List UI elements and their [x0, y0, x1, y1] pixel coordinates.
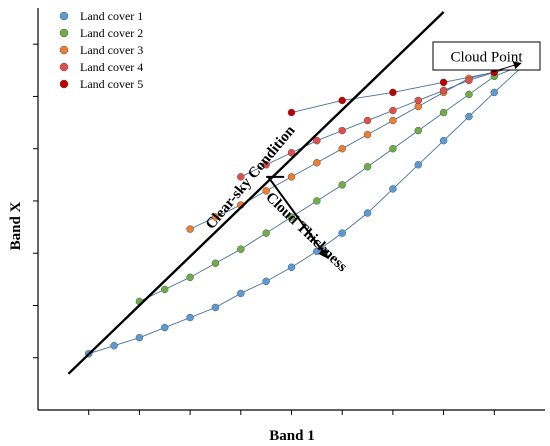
data-point-series-2	[186, 273, 194, 282]
data-point-series-1	[237, 289, 245, 298]
data-point-series-3	[338, 144, 346, 153]
legend-marker	[59, 11, 69, 21]
data-point-series-4	[439, 86, 448, 95]
data-point-series-3	[313, 159, 321, 167]
data-point-series-1	[262, 277, 270, 286]
cloud-thickness-label: Cloud Thickness	[262, 189, 350, 275]
cloud-thickness-arrow	[267, 176, 329, 259]
legend-marker	[59, 62, 69, 72]
cloud-point-callout-label: Cloud Point	[450, 50, 523, 66]
data-point-series-5	[287, 108, 296, 117]
data-point-series-4	[313, 136, 321, 145]
series-lines	[88, 63, 526, 355]
data-point-series-1	[389, 185, 397, 193]
data-point-series-4	[465, 76, 473, 85]
axis-ticks	[33, 43, 495, 415]
data-point-series-3	[389, 116, 397, 125]
legend-label: Land cover 1	[80, 9, 143, 23]
data-point-series-1	[186, 313, 194, 322]
legend-label: Land cover 2	[80, 26, 143, 40]
data-point-series-4	[287, 149, 296, 157]
data-point-series-2	[287, 213, 296, 221]
data-point-series-5	[338, 96, 346, 105]
clear-sky-line	[67, 11, 445, 375]
data-point-series-1	[287, 263, 296, 271]
data-point-series-2	[237, 245, 245, 253]
legend-marker	[59, 45, 69, 55]
data-point-series-3	[186, 225, 194, 233]
series-points	[84, 68, 498, 358]
data-point-series-1	[490, 88, 498, 97]
data-point-series-2	[262, 229, 270, 237]
legend-label: Land cover 4	[80, 60, 143, 74]
data-point-series-4	[262, 161, 270, 169]
y-axis-title: Band X	[8, 201, 24, 250]
data-point-series-1	[161, 323, 169, 332]
data-point-series-1	[338, 229, 346, 237]
series-line-4	[240, 63, 525, 178]
legend-marker	[59, 28, 69, 38]
data-point-series-3	[363, 130, 372, 139]
series-line-2	[139, 63, 525, 302]
data-point-series-2	[465, 90, 473, 99]
data-point-series-4	[414, 96, 422, 105]
data-point-series-2	[439, 108, 448, 117]
series-line-1	[88, 63, 526, 355]
series-line-5	[291, 63, 525, 113]
data-point-series-4	[237, 173, 245, 181]
data-point-series-1	[414, 161, 422, 169]
cloud-point-callout-box	[432, 41, 541, 71]
data-point-series-3	[287, 173, 296, 181]
data-point-series-1	[135, 333, 144, 342]
legend-label: Land cover 5	[80, 77, 143, 91]
x-axis-title: Band 1	[269, 428, 314, 444]
data-point-series-1	[465, 112, 473, 121]
data-point-series-2	[414, 126, 422, 135]
data-point-series-2	[313, 197, 321, 205]
data-point-series-1	[211, 303, 220, 312]
data-point-series-2	[389, 144, 397, 153]
cloud-point-callout-arrow	[491, 61, 522, 73]
data-point-series-3	[211, 213, 220, 221]
data-point-series-4	[338, 126, 346, 135]
data-point-series-1	[439, 136, 448, 145]
data-point-series-2	[211, 259, 220, 267]
data-point-series-3	[262, 187, 270, 195]
data-point-series-1	[110, 341, 118, 350]
data-point-series-2	[338, 181, 346, 189]
data-point-series-4	[363, 116, 372, 125]
data-point-series-2	[363, 163, 372, 171]
data-point-series-5	[439, 78, 448, 87]
data-point-series-1	[363, 209, 372, 217]
legend-label: Land cover 3	[80, 43, 143, 57]
legend-marker	[59, 79, 69, 89]
data-point-series-4	[389, 106, 397, 115]
data-point-series-2	[161, 285, 169, 294]
legend: Land cover 1 Land cover 2 Land cover 3 Land…	[59, 9, 143, 91]
data-point-series-5	[389, 88, 397, 97]
